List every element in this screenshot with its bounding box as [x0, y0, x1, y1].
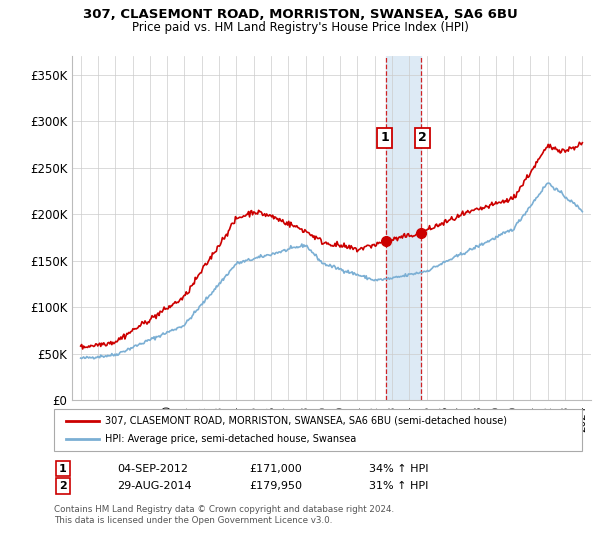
Text: 04-SEP-2012: 04-SEP-2012 [117, 464, 188, 474]
Text: 307, CLASEMONT ROAD, MORRISTON, SWANSEA, SA6 6BU (semi-detached house): 307, CLASEMONT ROAD, MORRISTON, SWANSEA,… [105, 416, 507, 426]
Text: Contains HM Land Registry data © Crown copyright and database right 2024.
This d: Contains HM Land Registry data © Crown c… [54, 505, 394, 525]
Text: 307, CLASEMONT ROAD, MORRISTON, SWANSEA, SA6 6BU: 307, CLASEMONT ROAD, MORRISTON, SWANSEA,… [83, 8, 517, 21]
Text: 1: 1 [59, 464, 67, 474]
Bar [386, 56, 421, 400]
Text: HPI: Average price, semi-detached house, Swansea: HPI: Average price, semi-detached house,… [105, 434, 356, 444]
Text: 29-AUG-2014: 29-AUG-2014 [117, 481, 191, 491]
Text: £179,950: £179,950 [249, 481, 302, 491]
Text: Price paid vs. HM Land Registry's House Price Index (HPI): Price paid vs. HM Land Registry's House … [131, 21, 469, 34]
Text: 31% ↑ HPI: 31% ↑ HPI [369, 481, 428, 491]
Text: 2: 2 [59, 481, 67, 491]
Text: 34% ↑ HPI: 34% ↑ HPI [369, 464, 428, 474]
Text: 1: 1 [380, 132, 389, 144]
Text: £171,000: £171,000 [249, 464, 302, 474]
Text: 2: 2 [418, 132, 427, 144]
